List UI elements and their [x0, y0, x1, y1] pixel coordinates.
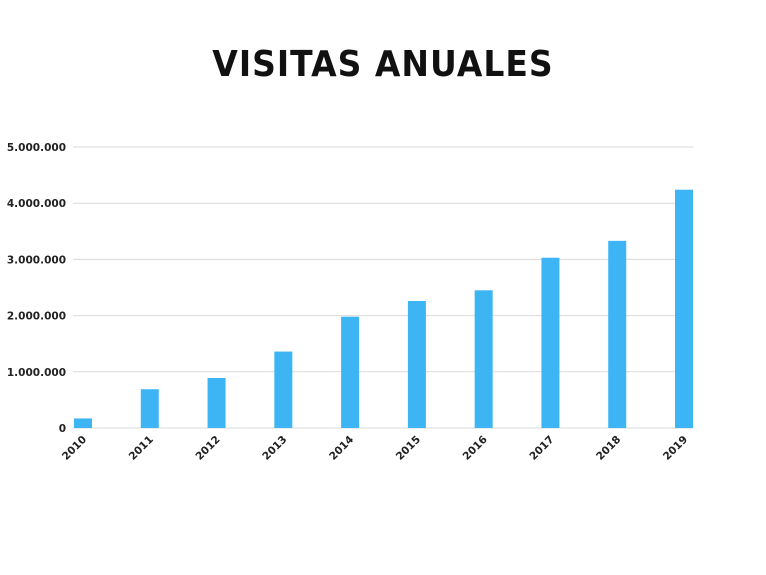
- x-tick-label: 2013: [260, 434, 289, 463]
- x-tick-label: 2018: [594, 434, 623, 463]
- x-axis-ticks: 2010 2011 2012 2013 2014 2015 2016 2017 2018 2019: [60, 434, 690, 463]
- bar: [675, 189, 693, 428]
- bar: [207, 377, 226, 428]
- bar: [608, 240, 627, 428]
- y-tick-label: 0: [59, 423, 66, 435]
- x-tick-label: 2017: [527, 434, 556, 463]
- x-tick-label: 2010: [60, 434, 89, 463]
- bar: [74, 418, 92, 428]
- y-tick-label: 4.000.000: [7, 198, 66, 210]
- x-tick-label: 2014: [327, 434, 356, 463]
- bar: [541, 257, 560, 428]
- bar: [407, 300, 426, 428]
- x-tick-label: 2015: [394, 434, 423, 463]
- bars: [74, 189, 693, 428]
- x-tick-label: 2011: [127, 434, 156, 463]
- y-tick-label: 1.000.000: [7, 367, 66, 379]
- y-tick-label: 3.000.000: [7, 254, 66, 266]
- x-tick-label: 2012: [194, 434, 223, 463]
- y-tick-label: 2.000.000: [7, 311, 66, 323]
- y-axis-ticks: 0 1.000.000 2.000.000 3.000.000 4.000.000 5.0…: [7, 142, 66, 435]
- bar: [140, 389, 159, 428]
- y-tick-label: 5.000.000: [7, 142, 66, 154]
- gridlines: [73, 146, 693, 429]
- x-tick-label: 2016: [461, 434, 490, 463]
- bar: [474, 290, 493, 428]
- chart-title: VISITAS ANUALES: [212, 42, 554, 85]
- bar: [274, 351, 293, 428]
- bar: [341, 316, 360, 428]
- x-tick-label: 2019: [661, 434, 690, 463]
